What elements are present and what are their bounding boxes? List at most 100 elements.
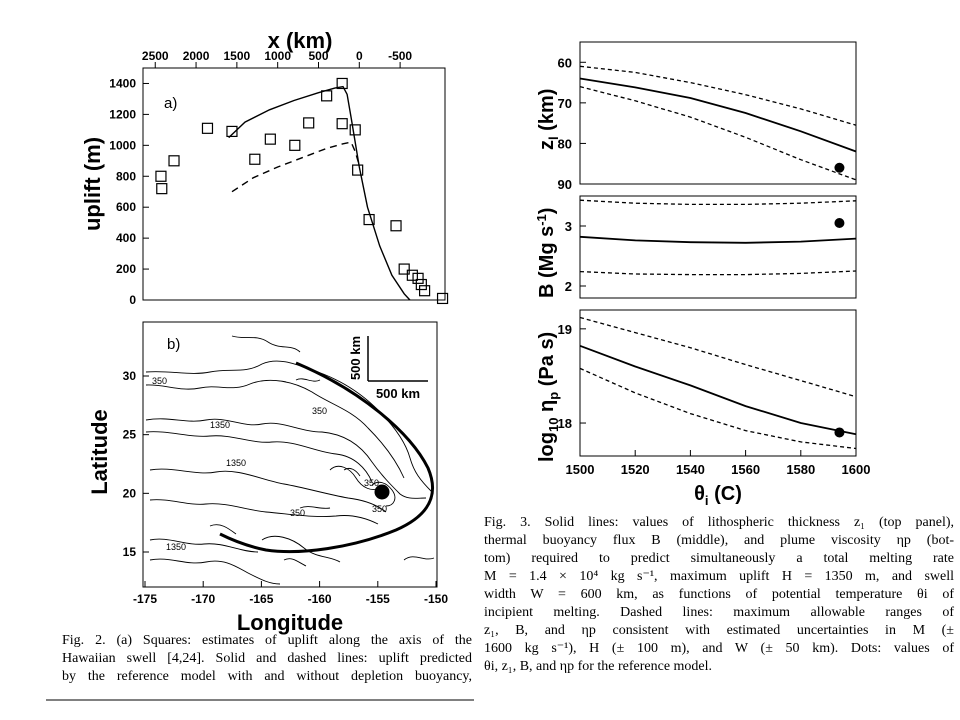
fig2b-panel: b) 350 350 1350 1350 350 350 1350 350 (87, 321, 448, 635)
caption-line: Fig. 3. Solid lines: values of lithosphe… (484, 515, 954, 530)
uplift-square-marker (289, 139, 301, 151)
y-tick-label: 1200 (109, 107, 136, 121)
uplift-square-marker (201, 122, 214, 134)
fig2b-contour-labels: 350 350 1350 1350 350 350 1350 350 (152, 376, 387, 552)
x-tick-label: -175 (133, 592, 157, 606)
contour-label: 350 (290, 508, 305, 518)
x-tick-label: 1580 (786, 462, 815, 477)
fig3-middle-frame (579, 195, 857, 299)
fig3-bottom-frame (579, 309, 857, 457)
solution-line (579, 77, 857, 153)
caption-line: z₁, B, and ηp consistent with estimated … (484, 623, 954, 638)
fig2a-marks (155, 77, 449, 305)
uncertainty-dashed-line (579, 316, 857, 398)
reference-model-dot (834, 162, 845, 173)
uplift-square-marker (415, 278, 427, 291)
y-tick-label: 18 (558, 416, 572, 431)
fig3-panels: 60 70 80 90 2 3 18 19 1500 1520 1540 1560 1580 1600 z… (534, 41, 871, 508)
fig2a-panel: x (km) 2500 2000 1500 1000 500 0 -500 0 200 400 6… (80, 28, 449, 307)
uplift-square-marker (349, 124, 361, 136)
uplift-square-marker (418, 285, 431, 297)
fig2b-frame (142, 321, 438, 588)
top-tick-label: 1000 (264, 49, 291, 63)
uplift-square-marker (226, 125, 238, 138)
caption-line: θi, z₁, B, and ηp for the reference mode… (484, 659, 713, 674)
scale-bar: 500 km 500 km (348, 336, 428, 401)
fig2b-x-ticks: -175 -170 -165 -160 -155 -150 (133, 581, 448, 606)
x-tick-label: 1500 (566, 462, 595, 477)
fig3-ticks: 60 70 80 90 2 3 18 19 1500 1520 1540 1560 1580 1600 (558, 55, 871, 477)
caption-line: M = 1.4 × 10⁴ kg s⁻¹, maximum uplift H =… (484, 569, 954, 584)
top-tick-label: 1500 (224, 49, 251, 63)
uncertainty-dashed-line (579, 270, 857, 276)
fig2a-frame (142, 67, 446, 301)
uplift-square-marker (398, 263, 410, 275)
uplift-dashed-line (231, 141, 360, 193)
caption-line: incipient melting. Dashed lines: maximum… (484, 605, 954, 620)
y-tick-label: 200 (116, 262, 136, 276)
contour-label: 350 (364, 478, 379, 488)
fig2b-panel-label: b) (167, 336, 180, 353)
scale-vertical-label: 500 km (348, 336, 363, 380)
top-tick-label: 500 (308, 49, 328, 63)
fig3-middle-ylabel: B (Mg s-1) (534, 208, 558, 298)
fig3-top-ylabel: zl (km) (536, 89, 561, 150)
y-tick-label: 0 (129, 293, 136, 307)
y-tick-label: 1000 (109, 138, 136, 152)
caption-line: by the reference model with and without … (62, 669, 472, 684)
fig2b-y-ticks: 15 20 25 30 (123, 369, 149, 559)
fig2a-top-axis-label: x (km) (268, 28, 333, 53)
contour-label: 350 (312, 406, 327, 416)
reference-model-dot (834, 218, 845, 228)
fig3-marks (579, 65, 857, 450)
x-tick-label: 1560 (731, 462, 760, 477)
y-tick-label: 15 (123, 545, 137, 559)
swell-outline (219, 361, 434, 554)
uplift-square-marker (436, 292, 449, 305)
y-tick-label: 2 (565, 279, 572, 294)
uplift-square-marker (390, 220, 402, 232)
solution-line (579, 235, 857, 244)
x-tick-label: 1520 (621, 462, 650, 477)
uplift-square-marker (406, 269, 418, 281)
y-tick-label: 800 (116, 169, 136, 183)
uncertainty-dashed-line (579, 85, 857, 181)
top-tick-label: -500 (388, 49, 412, 63)
uncertainty-dashed-line (579, 199, 857, 206)
hotspot-dot (374, 484, 390, 500)
y-tick-label: 400 (116, 231, 136, 245)
reference-model-dot (834, 427, 845, 438)
top-tick-label: 0 (356, 49, 363, 63)
solution-line (579, 344, 857, 436)
y-tick-label: 3 (565, 219, 572, 234)
uncertainty-dashed-line (579, 65, 857, 126)
top-tick-label: 2500 (142, 49, 169, 63)
uplift-square-marker (168, 155, 180, 167)
uplift-square-marker (352, 164, 364, 176)
uplift-square-marker (156, 183, 168, 195)
uplift-square-marker (264, 133, 276, 145)
x-tick-label: -155 (366, 592, 390, 606)
fig2a-ylabel: uplift (m) (80, 137, 105, 231)
y-tick-label: 600 (116, 200, 136, 214)
uplift-square-marker (155, 170, 167, 182)
uplift-square-marker (336, 77, 348, 90)
bathymetry-contours (145, 335, 435, 585)
y-tick-label: 70 (558, 96, 572, 111)
uplift-solid-line (228, 85, 411, 301)
fig2a-panel-label: a) (164, 95, 177, 112)
contour-label: 1350 (166, 542, 186, 552)
y-tick-label: 25 (123, 428, 137, 442)
uplift-square-marker (336, 118, 348, 130)
y-tick-label: 19 (558, 322, 572, 337)
fig2b-ylabel: Latitude (87, 409, 112, 495)
uncertainty-dashed-line (579, 367, 857, 450)
x-tick-label: 1600 (842, 462, 871, 477)
fig3-caption: Fig. 3. Solid lines: values of lithosphe… (484, 514, 954, 676)
caption-line: thermal buoyancy flux B (middle), and pl… (484, 533, 954, 548)
caption-line: tom) required to predict simultaneously … (484, 551, 954, 566)
caption-line: Hawaiian swell [4,24]. Solid and dashed … (62, 651, 472, 666)
y-tick-label: 20 (123, 486, 137, 500)
fig3-top-frame (579, 41, 857, 185)
uplift-square-marker (321, 90, 333, 102)
